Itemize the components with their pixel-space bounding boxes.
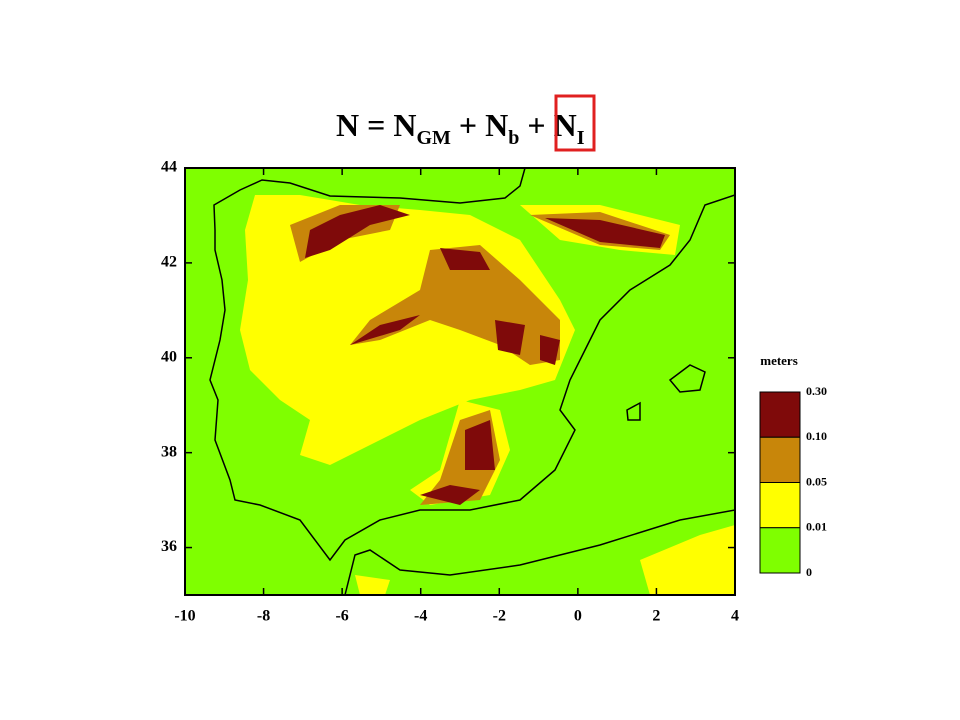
highlight-box [554, 94, 596, 152]
legend-label: 0.30 [806, 384, 827, 398]
africa [344, 509, 735, 595]
legend-swatch [759, 527, 801, 574]
x-tick-label: 4 [731, 608, 739, 625]
y-tick-label: 42 [161, 254, 177, 271]
x-tick-label: -10 [174, 608, 195, 625]
legend-swatch [759, 436, 801, 483]
legend-label: 0.01 [806, 520, 827, 534]
title: N = NGM + Nb + NI [336, 107, 585, 149]
legend-label: 0.10 [806, 429, 827, 443]
y-tick-label: 40 [161, 348, 177, 365]
y-tick-label: 38 [161, 443, 177, 460]
x-tick-label: -6 [335, 608, 348, 625]
red-zone [305, 205, 665, 505]
legend-title: meters [760, 353, 798, 368]
x-tick-label: -2 [493, 608, 506, 625]
map-frame [184, 167, 736, 596]
legend-swatch [759, 391, 801, 438]
y-tick-label: 44 [161, 159, 177, 176]
legend-swatch [759, 482, 801, 529]
title-part: + [519, 107, 553, 143]
map [185, 168, 735, 595]
yellow-zone [355, 525, 735, 595]
y-tick-label: 36 [161, 538, 177, 555]
x-tick-label: 0 [574, 608, 582, 625]
title-part: + N [451, 107, 508, 143]
title-sub: I [577, 127, 585, 149]
legend-label: 0.05 [806, 474, 827, 488]
legend-label: 0 [806, 565, 812, 579]
x-tick-label: -4 [414, 608, 427, 625]
x-tick-label: 2 [652, 608, 660, 625]
x-tick-label: -8 [257, 608, 270, 625]
title-sub: GM [416, 127, 451, 149]
island [626, 364, 706, 421]
title-part: N [554, 107, 577, 143]
title-sub: b [508, 127, 519, 149]
title-part: N = N [336, 107, 416, 143]
